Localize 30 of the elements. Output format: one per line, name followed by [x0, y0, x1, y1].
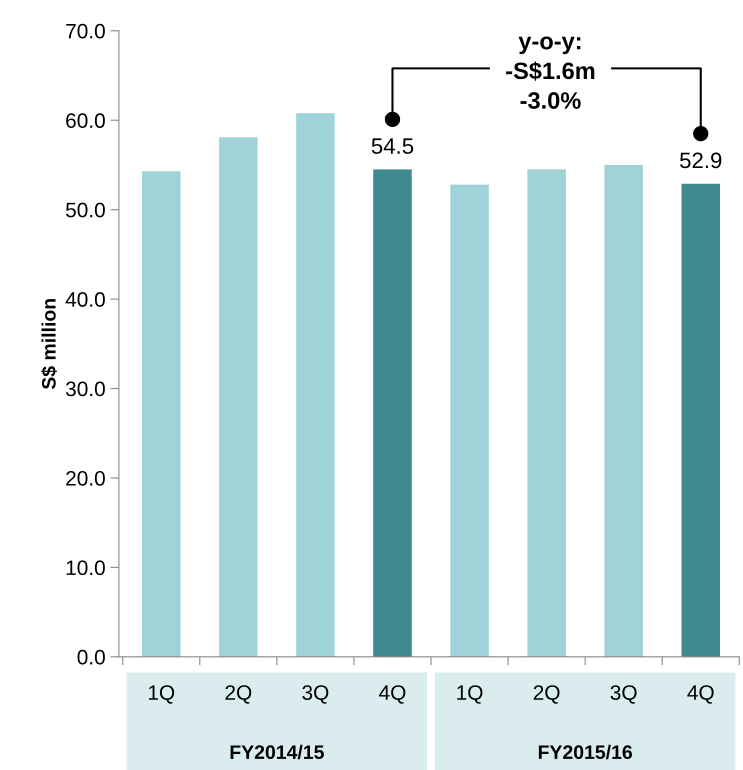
bar	[527, 169, 566, 657]
bar	[450, 184, 489, 657]
y-axis-title: S$ million	[41, 299, 57, 390]
data-label: 52.9	[680, 152, 722, 168]
bar	[296, 113, 335, 657]
annotation: y-o-y: -S$1.6m -3.0%	[506, 36, 594, 109]
bar	[142, 171, 181, 657]
x-tick-label: 1Q	[148, 685, 174, 704]
x-tick-label: 4Q	[379, 685, 406, 704]
x-tick-label: 3Q	[302, 685, 328, 704]
bar	[219, 137, 258, 657]
y-tick-label: 40.0	[66, 292, 105, 307]
text: FY2014/15	[230, 744, 324, 760]
data-label: 54.5	[372, 138, 414, 154]
bar	[681, 184, 720, 657]
x-tick-label: 4Q	[687, 685, 714, 704]
text: FY2015/16	[538, 744, 632, 760]
y-tick-label: 0.0	[78, 650, 105, 665]
bar	[604, 164, 643, 657]
y-tick-label: 30.0	[66, 382, 105, 396]
y-tick-label: 20.0	[66, 470, 105, 486]
x-tick-label: 2Q	[534, 685, 560, 704]
y-tick-label: 50.0	[66, 202, 105, 218]
y-tick-label: 60.0	[66, 113, 105, 128]
y-tick-label: 70.0	[66, 24, 105, 39]
bar	[373, 169, 412, 657]
y-tick-label: 10.0	[66, 560, 105, 576]
x-tick-label: 1Q	[457, 685, 482, 704]
x-tick-label: 2Q	[225, 685, 252, 704]
x-tick-label: 3Q	[610, 685, 637, 704]
